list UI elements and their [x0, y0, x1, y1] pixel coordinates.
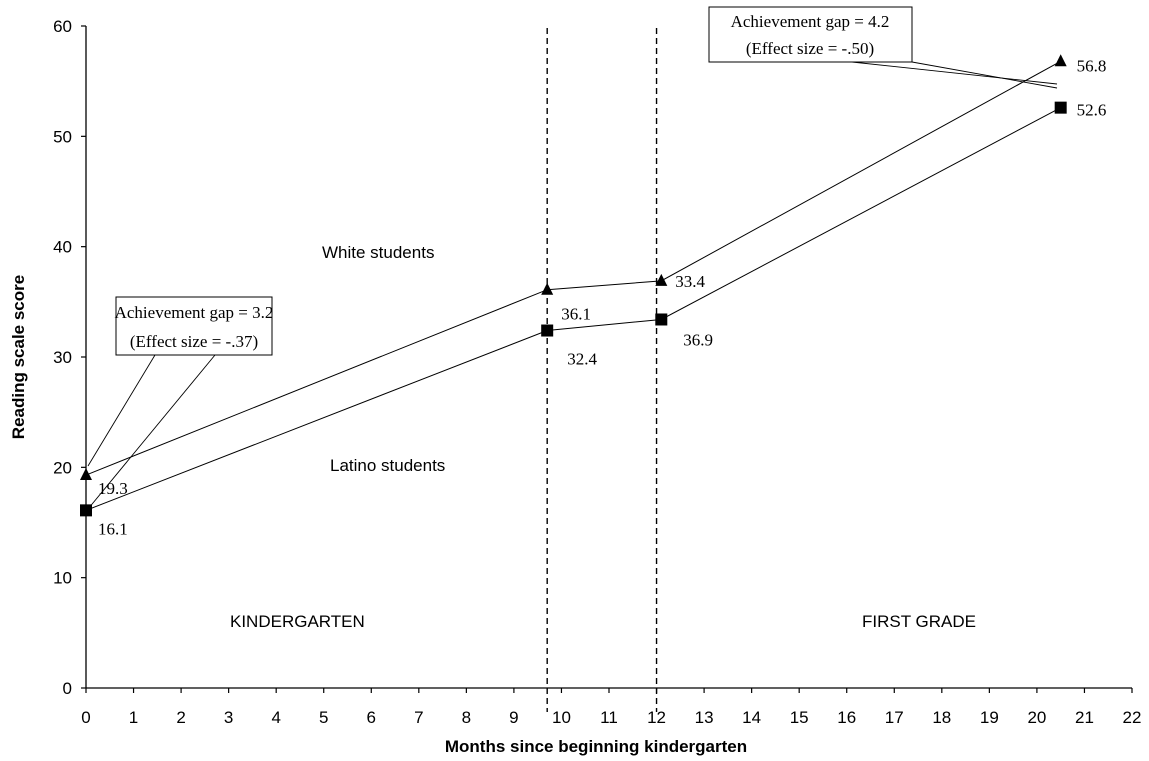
triangle-marker-3: [1054, 54, 1067, 67]
x-tick-label-18: 18: [932, 708, 951, 727]
first-grade-label: FIRST GRADE: [862, 612, 976, 631]
triangle-marker-2: [655, 273, 668, 286]
latino-students-label: Latino students: [330, 456, 445, 475]
x-tick-label-17: 17: [885, 708, 904, 727]
y-tick-label-40: 40: [53, 238, 72, 257]
y-tick-label-60: 60: [53, 17, 72, 36]
x-tick-label-10: 10: [552, 708, 571, 727]
x-tick-label-1: 1: [129, 708, 138, 727]
x-tick-label-4: 4: [271, 708, 280, 727]
y-tick-label-10: 10: [53, 569, 72, 588]
square-marker-1: [541, 324, 554, 337]
series-1-data-label-0: 16.1: [98, 519, 128, 538]
x-tick-label-14: 14: [742, 708, 761, 727]
white-students-label: White students: [322, 243, 434, 262]
callout-2-line2: (Effect size = -.50): [746, 39, 874, 58]
series-1-data-label-1: 32.4: [567, 350, 597, 369]
x-tick-label-2: 2: [176, 708, 185, 727]
x-tick-label-13: 13: [695, 708, 714, 727]
series-1-data-label-2: 36.9: [683, 330, 713, 349]
square-marker-3: [1054, 101, 1067, 114]
x-tick-label-9: 9: [509, 708, 518, 727]
y-tick-label-20: 20: [53, 458, 72, 477]
callout-2-line1: Achievement gap = 4.2: [731, 12, 890, 31]
series-1-data-label-3: 52.6: [1077, 101, 1107, 120]
callout-1-box: [115, 296, 273, 356]
x-tick-label-11: 11: [600, 708, 618, 727]
series-1-line: [85, 107, 1061, 511]
x-tick-label-22: 22: [1123, 708, 1142, 727]
x-tick-label-8: 8: [462, 708, 471, 727]
series-layer: 19.3 36.1 33.4 56.8 16.1 32.4 36.9 52.6: [80, 54, 1106, 538]
x-tick-label-12: 12: [647, 708, 666, 727]
callout-2-box: [708, 6, 913, 63]
y-axis-title: Reading scale score: [9, 275, 28, 439]
callout-1-line2: (Effect size = -.37): [130, 332, 258, 351]
series-0-data-label-3: 56.8: [1077, 56, 1107, 75]
callout-2-leader-latino: [851, 61, 1058, 85]
y-tick-label-0: 0: [63, 679, 72, 698]
y-tick-label-30: 30: [53, 348, 72, 367]
x-tick-label-15: 15: [790, 708, 809, 727]
triangle-marker-0: [80, 468, 92, 481]
x-tick-label-20: 20: [1027, 708, 1046, 727]
y-tick-label-50: 50: [53, 127, 72, 146]
series-0-data-label-0: 19.3: [98, 479, 128, 498]
callout-1-line1: Achievement gap = 3.2: [115, 303, 274, 322]
grade-dividers: [546, 28, 658, 712]
square-marker-2: [655, 313, 668, 326]
x-tick-label-19: 19: [980, 708, 999, 727]
x-tick-label-21: 21: [1075, 708, 1094, 727]
triangle-marker-1: [541, 282, 554, 295]
x-tick-label-16: 16: [837, 708, 856, 727]
callout-1-leader-latino: [87, 354, 216, 510]
x-tick-label-3: 3: [224, 708, 233, 727]
axes: 0 1 2 3 4 5 6 7 8 9 10 11 12 13 14 15 16 17 18 19 20 21 220102…: [53, 17, 1141, 727]
callout-2-leader-white: [911, 61, 1058, 89]
x-tick-label-5: 5: [319, 708, 328, 727]
series-0-data-label-1: 36.1: [561, 305, 591, 324]
series-0-line: [85, 60, 1061, 476]
x-tick-label-7: 7: [414, 708, 423, 727]
kindergarten-label: KINDERGARTEN: [230, 612, 365, 631]
series-0-data-label-2: 33.4: [675, 272, 705, 291]
x-tick-label-0: 0: [81, 708, 90, 727]
x-axis-title: Months since beginning kindergarten: [445, 737, 747, 756]
callout-1-leader-white: [87, 354, 156, 467]
x-tick-label-6: 6: [367, 708, 376, 727]
